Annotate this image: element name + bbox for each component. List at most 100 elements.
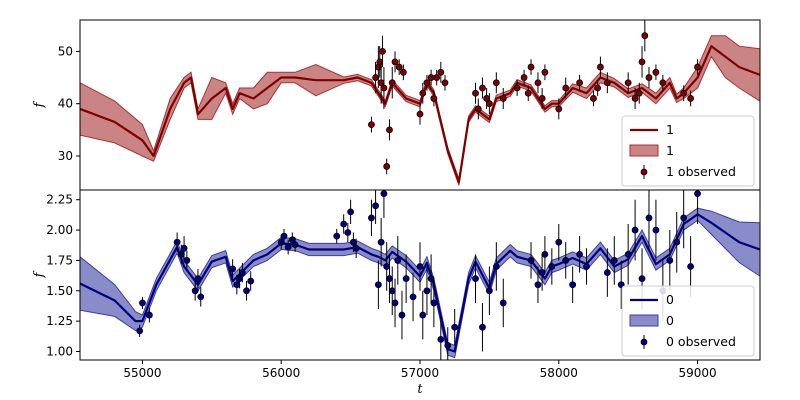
- data-point: [527, 63, 535, 71]
- data-point: [541, 250, 549, 258]
- observed-point: [548, 248, 556, 285]
- data-point: [136, 327, 144, 335]
- observed-point: [423, 74, 431, 91]
- legend-swatch-band: [629, 314, 659, 327]
- data-point: [380, 190, 388, 198]
- observed-point: [562, 77, 570, 99]
- data-point: [694, 63, 701, 71]
- data-point: [352, 244, 360, 252]
- data-point: [474, 105, 482, 113]
- observed-point: [694, 59, 701, 75]
- data-point: [340, 220, 348, 228]
- observed-point: [451, 309, 459, 346]
- observed-point: [641, 20, 649, 52]
- observed-point: [479, 77, 486, 99]
- observed-point: [386, 119, 393, 141]
- data-point: [180, 244, 188, 252]
- data-point: [347, 208, 355, 216]
- data-point: [624, 250, 632, 258]
- legend-label-band: 0: [666, 313, 674, 328]
- data-point: [183, 257, 191, 264]
- data-point: [499, 95, 507, 102]
- data-point: [374, 281, 382, 289]
- data-point: [694, 190, 701, 198]
- data-point: [243, 287, 250, 295]
- y-tick-label: 1.75: [46, 253, 73, 267]
- legend-swatch-marker: [640, 338, 648, 346]
- data-point: [391, 58, 399, 66]
- observed-point: [368, 199, 375, 237]
- y-tick-label: 1.25: [46, 314, 73, 328]
- observed-point: [652, 199, 660, 261]
- legend-bottom: 0 0 0 observed: [621, 285, 755, 357]
- legend-box: [621, 285, 755, 357]
- data-point: [666, 257, 674, 264]
- x-tick-label: 55000: [123, 366, 161, 380]
- observed-point: [474, 98, 482, 120]
- x-tick-label: 57000: [401, 366, 439, 380]
- data-point: [229, 265, 237, 273]
- data-point: [555, 238, 563, 246]
- observed-point: [238, 262, 246, 283]
- data-point: [687, 95, 695, 102]
- x-tick-label: 59000: [678, 366, 716, 380]
- observed-point: [333, 228, 341, 244]
- data-point: [236, 275, 243, 283]
- data-point: [659, 79, 667, 87]
- observed-point: [680, 85, 688, 102]
- data-point: [576, 250, 583, 258]
- data-point: [485, 287, 493, 295]
- observed-point: [139, 296, 146, 309]
- observed-point: [541, 64, 549, 81]
- mean-line-top: [80, 45, 760, 184]
- observed-point: [638, 46, 646, 78]
- observed-point: [395, 59, 403, 75]
- observed-point: [499, 278, 507, 328]
- data-point: [388, 287, 396, 295]
- observed-point: [673, 211, 681, 273]
- observed-point: [229, 259, 237, 279]
- legend-label-model: 1: [666, 122, 674, 137]
- data-point: [291, 241, 299, 249]
- x-tick-label: 56000: [262, 366, 300, 380]
- data-point: [673, 238, 681, 246]
- data-point: [386, 126, 393, 134]
- observed-point: [430, 90, 438, 107]
- data-point: [427, 74, 435, 81]
- observed-point: [576, 236, 583, 273]
- observed-point: [569, 266, 577, 303]
- observed-point: [145, 307, 153, 323]
- observed-point: [197, 287, 205, 307]
- observed-point: [594, 80, 602, 96]
- y-tick-label: 1.00: [46, 345, 73, 359]
- data-point: [194, 275, 202, 283]
- observed-point: [444, 327, 452, 360]
- legend-label-band: 1: [666, 143, 674, 158]
- observed-point: [538, 88, 546, 109]
- observed-point: [291, 237, 299, 252]
- y-tick-label: 30: [58, 149, 73, 163]
- observed-point: [520, 69, 528, 86]
- data-point: [376, 58, 384, 66]
- data-point: [419, 89, 427, 97]
- data-point: [451, 323, 459, 331]
- observed-point: [624, 72, 632, 94]
- data-point: [680, 214, 688, 222]
- observed-point: [645, 67, 653, 88]
- observed-point: [513, 80, 521, 96]
- observed-point: [372, 190, 379, 224]
- y-tick-label: 2.25: [46, 193, 73, 207]
- data-point: [391, 299, 399, 307]
- data-point: [423, 79, 431, 87]
- observed-point: [391, 51, 399, 73]
- observed-point: [534, 266, 542, 303]
- observed-point: [694, 190, 701, 224]
- observed-point: [492, 242, 500, 291]
- observed-point: [183, 250, 191, 271]
- y-tick-label: 1.50: [46, 284, 73, 298]
- observed-point: [430, 278, 438, 328]
- plot-area-bottom: [80, 190, 760, 360]
- data-point: [368, 214, 375, 222]
- observed-point: [631, 199, 639, 261]
- observed-point: [534, 72, 542, 94]
